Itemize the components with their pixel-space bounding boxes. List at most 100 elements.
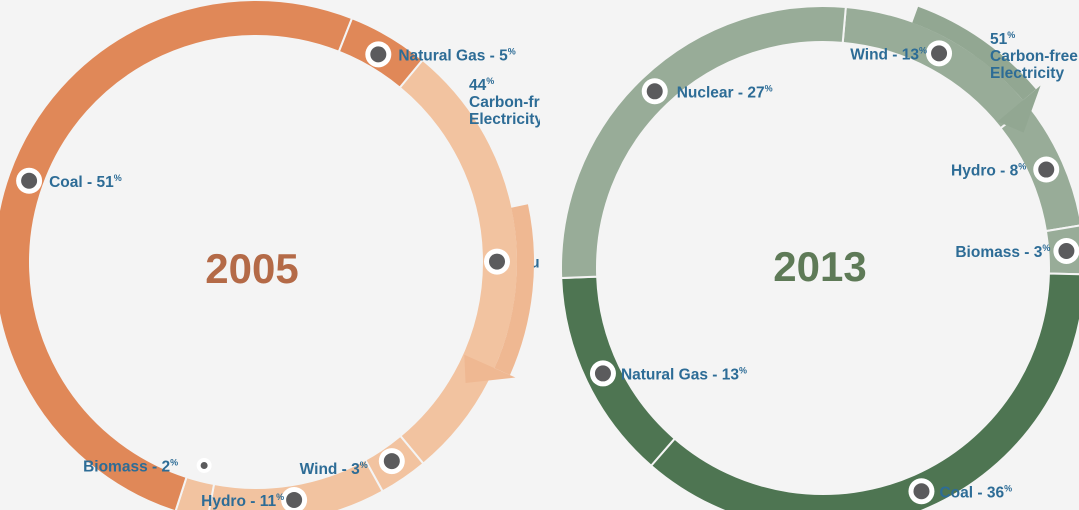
label-value: 3 xyxy=(1034,244,1043,261)
label-value: 36 xyxy=(987,484,1005,501)
carbon-free-arrow xyxy=(912,6,1041,133)
label-coal: Coal - 51% xyxy=(49,173,122,191)
donut-chart-2005: Nuclear - 28%Wind - 3%Hydro - 11%Biomass… xyxy=(0,0,540,510)
label-percent-sign: % xyxy=(1042,243,1050,253)
marker-coal xyxy=(16,167,43,194)
slice-nuclear xyxy=(560,5,847,280)
carbon-free-label-line1: Carbon-free xyxy=(990,48,1078,65)
label-nuclear: Nuclear - 27% xyxy=(677,83,773,101)
donut-2013-svg: Wind - 13%Hydro - 8%Biomass - 3%Coal - 3… xyxy=(560,5,1079,510)
marker-dot xyxy=(931,45,948,62)
marker-natural-gas xyxy=(365,41,392,68)
label-name: Wind - xyxy=(850,46,902,63)
label-name: Hydro - xyxy=(951,163,1010,180)
marker-dot xyxy=(488,253,505,270)
marker-coal xyxy=(908,478,935,505)
label-value: 8 xyxy=(1010,163,1019,180)
label-value: 13 xyxy=(902,46,920,63)
carbon-free-value: 44 xyxy=(469,77,487,94)
marker-dot xyxy=(1058,242,1075,259)
label-coal: Coal - 36% xyxy=(939,483,1012,501)
label-percent-sign: % xyxy=(1004,483,1012,493)
carbon-free-percent-sign: % xyxy=(486,76,494,86)
label-wind: Wind - 3% xyxy=(300,460,368,478)
marker-dot xyxy=(1038,161,1055,178)
ring-segments xyxy=(560,5,1079,510)
marker-natural-gas xyxy=(589,360,616,387)
label-percent-sign: % xyxy=(739,365,747,375)
marker-nuclear xyxy=(483,248,510,275)
label-name: Coal - xyxy=(939,484,986,501)
carbon-free-label-line2: Electricity xyxy=(469,111,540,128)
carbon-free-arrow xyxy=(464,204,534,383)
label-hydro: Hydro - 11% xyxy=(201,492,284,510)
slice-labels: Nuclear - 28%Wind - 3%Hydro - 11%Biomass… xyxy=(49,46,540,510)
label-value: 27 xyxy=(747,84,764,101)
label-hydro: Hydro - 8% xyxy=(951,162,1026,180)
label-percent-sign: % xyxy=(508,46,516,56)
label-name: Coal - xyxy=(49,174,96,191)
marker-dot xyxy=(370,46,387,63)
donut-2005-svg: Nuclear - 28%Wind - 3%Hydro - 11%Biomass… xyxy=(0,0,540,510)
label-biomass: Biomass - 2% xyxy=(83,457,178,475)
year-title: 2013 xyxy=(773,243,866,290)
label-value: 51 xyxy=(96,174,114,191)
label-percent-sign: % xyxy=(114,173,122,183)
slice-coal xyxy=(0,0,354,510)
label-percent-sign: % xyxy=(1018,162,1026,172)
ring-segments xyxy=(0,0,519,510)
slice-markers xyxy=(16,41,510,510)
carbon-free-percent-sign: % xyxy=(1007,30,1015,40)
carbon-free-label-line2: Electricity xyxy=(990,65,1064,82)
label-name: Biomass - xyxy=(83,458,161,475)
marker-nuclear xyxy=(641,78,668,105)
marker-biomass xyxy=(196,457,212,473)
marker-hydro xyxy=(281,486,308,510)
label-value: 11 xyxy=(260,493,277,510)
marker-hydro xyxy=(1033,156,1060,183)
label-name: Nuclear - xyxy=(677,84,748,101)
label-name: Hydro - xyxy=(201,493,260,510)
label-percent-sign: % xyxy=(170,457,178,467)
label-natural-gas: Natural Gas - 13% xyxy=(621,365,747,383)
label-natural-gas: Natural Gas - 5% xyxy=(398,46,515,64)
carbon-free-percent: 51% xyxy=(990,30,1015,48)
marker-wind xyxy=(926,40,953,67)
marker-dot xyxy=(286,491,303,508)
label-value: 5 xyxy=(499,47,508,64)
arrow-head xyxy=(464,354,516,383)
label-name: Natural Gas - xyxy=(621,366,722,383)
year-title: 2005 xyxy=(205,245,298,292)
label-percent-sign: % xyxy=(360,460,368,470)
marker-dot xyxy=(913,483,930,500)
label-value: 13 xyxy=(722,366,740,383)
marker-dot xyxy=(200,461,208,469)
marker-dot xyxy=(594,365,611,382)
slice-labels: Wind - 13%Hydro - 8%Biomass - 3%Coal - 3… xyxy=(621,45,1050,501)
marker-biomass xyxy=(1053,237,1079,264)
slice-markers xyxy=(589,40,1079,505)
carbon-free-value: 51 xyxy=(990,31,1008,48)
label-name: Natural Gas - xyxy=(398,47,499,64)
slice-coal xyxy=(649,272,1079,510)
label-percent-sign: % xyxy=(919,45,927,55)
marker-wind xyxy=(378,448,405,475)
arrow-band xyxy=(912,6,1036,101)
donut-chart-2013: Wind - 13% Hydro - 8% Biomass - 3% Coal - 3… xyxy=(540,0,1079,510)
label-value: 2 xyxy=(161,458,170,475)
label-name: Biomass - xyxy=(955,244,1033,261)
arrow-band xyxy=(494,204,534,376)
carbon-free-percent: 44% xyxy=(469,76,494,94)
arrow-head xyxy=(997,85,1041,133)
label-wind: Wind - 13% xyxy=(850,45,927,63)
label-value: 3 xyxy=(351,461,360,478)
carbon-free-label-line1: Carbon-free xyxy=(469,94,540,111)
label-biomass: Biomass - 3% xyxy=(955,243,1050,261)
marker-dot xyxy=(21,172,38,189)
marker-dot xyxy=(383,453,400,470)
label-percent-sign: % xyxy=(765,83,773,93)
label-percent-sign: % xyxy=(276,492,284,502)
